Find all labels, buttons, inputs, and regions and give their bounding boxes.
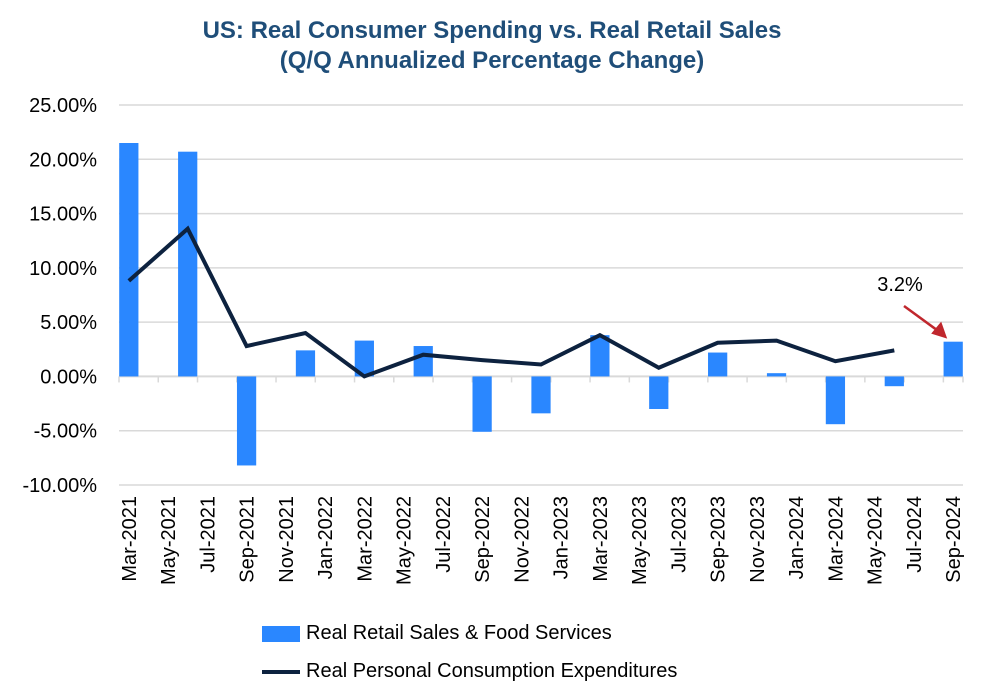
bar-retail-sales (413, 346, 433, 377)
bar-retail-sales (236, 376, 257, 466)
bar-retail-sales (354, 340, 374, 377)
x-tick-label: Jan-2023 (551, 496, 573, 579)
bar-retail-sales (295, 350, 316, 377)
bar-retail-sales (943, 341, 963, 377)
x-tick-label: Sep-2021 (237, 496, 259, 583)
bar-retail-sales (178, 151, 198, 377)
bar-retail-sales (884, 376, 904, 387)
x-tick-label: Jul-2023 (668, 496, 690, 573)
x-tick-label: Mar-2024 (825, 496, 847, 582)
legend-item-retail-sales: Real Retail Sales & Food Services (262, 622, 612, 645)
legend-bar-swatch (262, 625, 300, 642)
x-tick-label: Mar-2022 (354, 496, 376, 582)
y-tick-label: 0.00% (40, 366, 97, 388)
y-tick-label: 10.00% (29, 258, 97, 280)
x-tick-label: Jul-2022 (433, 496, 455, 573)
y-tick-label: 5.00% (40, 312, 97, 334)
x-tick-label: Mar-2021 (119, 496, 141, 582)
x-tick-label: Sep-2024 (943, 496, 965, 583)
legend-label-retail-sales: Real Retail Sales & Food Services (306, 622, 612, 644)
annotation-arrow (903, 304, 940, 333)
bar-retail-sales (472, 376, 492, 432)
annotation-label: 3.2% (877, 274, 923, 296)
x-tick-label: Mar-2023 (590, 496, 612, 582)
legend-label-pce: Real Personal Consumption Expenditures (306, 660, 678, 682)
x-tick-label: Nov-2023 (747, 496, 769, 583)
x-tick-label: May-2024 (865, 496, 887, 585)
legend-line-swatch (262, 669, 300, 674)
bar-retail-sales (590, 335, 610, 377)
line-pce (127, 225, 895, 379)
bar-retail-sales (119, 143, 139, 377)
x-tick-label: May-2021 (158, 496, 180, 585)
y-tick-label: 25.00% (29, 95, 97, 117)
y-tick-label: 15.00% (29, 204, 97, 226)
x-tick-label: May-2022 (394, 496, 416, 585)
x-tick-label: Jul-2024 (904, 496, 926, 573)
x-tick-label: Nov-2022 (511, 496, 533, 583)
chart-title: US: Real Consumer Spending vs. Real Reta… (0, 16, 984, 76)
x-tick-label: Jan-2024 (786, 496, 808, 579)
bar-retail-sales (825, 376, 846, 425)
y-tick-label: 20.00% (29, 149, 97, 171)
chart-title-line-1: US: Real Consumer Spending vs. Real Reta… (202, 17, 782, 44)
y-tick-label: -10.00% (23, 475, 98, 497)
annotation-arrowhead-icon (931, 321, 948, 339)
y-tick-label: -5.00% (34, 421, 98, 443)
bar-retail-sales (531, 376, 551, 414)
x-tick-label: May-2023 (629, 496, 651, 585)
bar-retail-sales (708, 352, 728, 377)
bar-retail-sales (649, 376, 669, 409)
bar-retail-sales (766, 373, 787, 377)
legend-item-pce: Real Personal Consumption Expenditures (262, 660, 677, 683)
x-tick-label: Sep-2023 (708, 496, 730, 583)
x-tick-label: Nov-2021 (276, 496, 298, 583)
x-tick-label: Sep-2022 (472, 496, 494, 583)
x-tick-label: Jul-2021 (197, 496, 219, 573)
chart-title-line-2: (Q/Q Annualized Percentage Change) (279, 47, 705, 74)
x-tick-label: Jan-2022 (315, 496, 337, 579)
